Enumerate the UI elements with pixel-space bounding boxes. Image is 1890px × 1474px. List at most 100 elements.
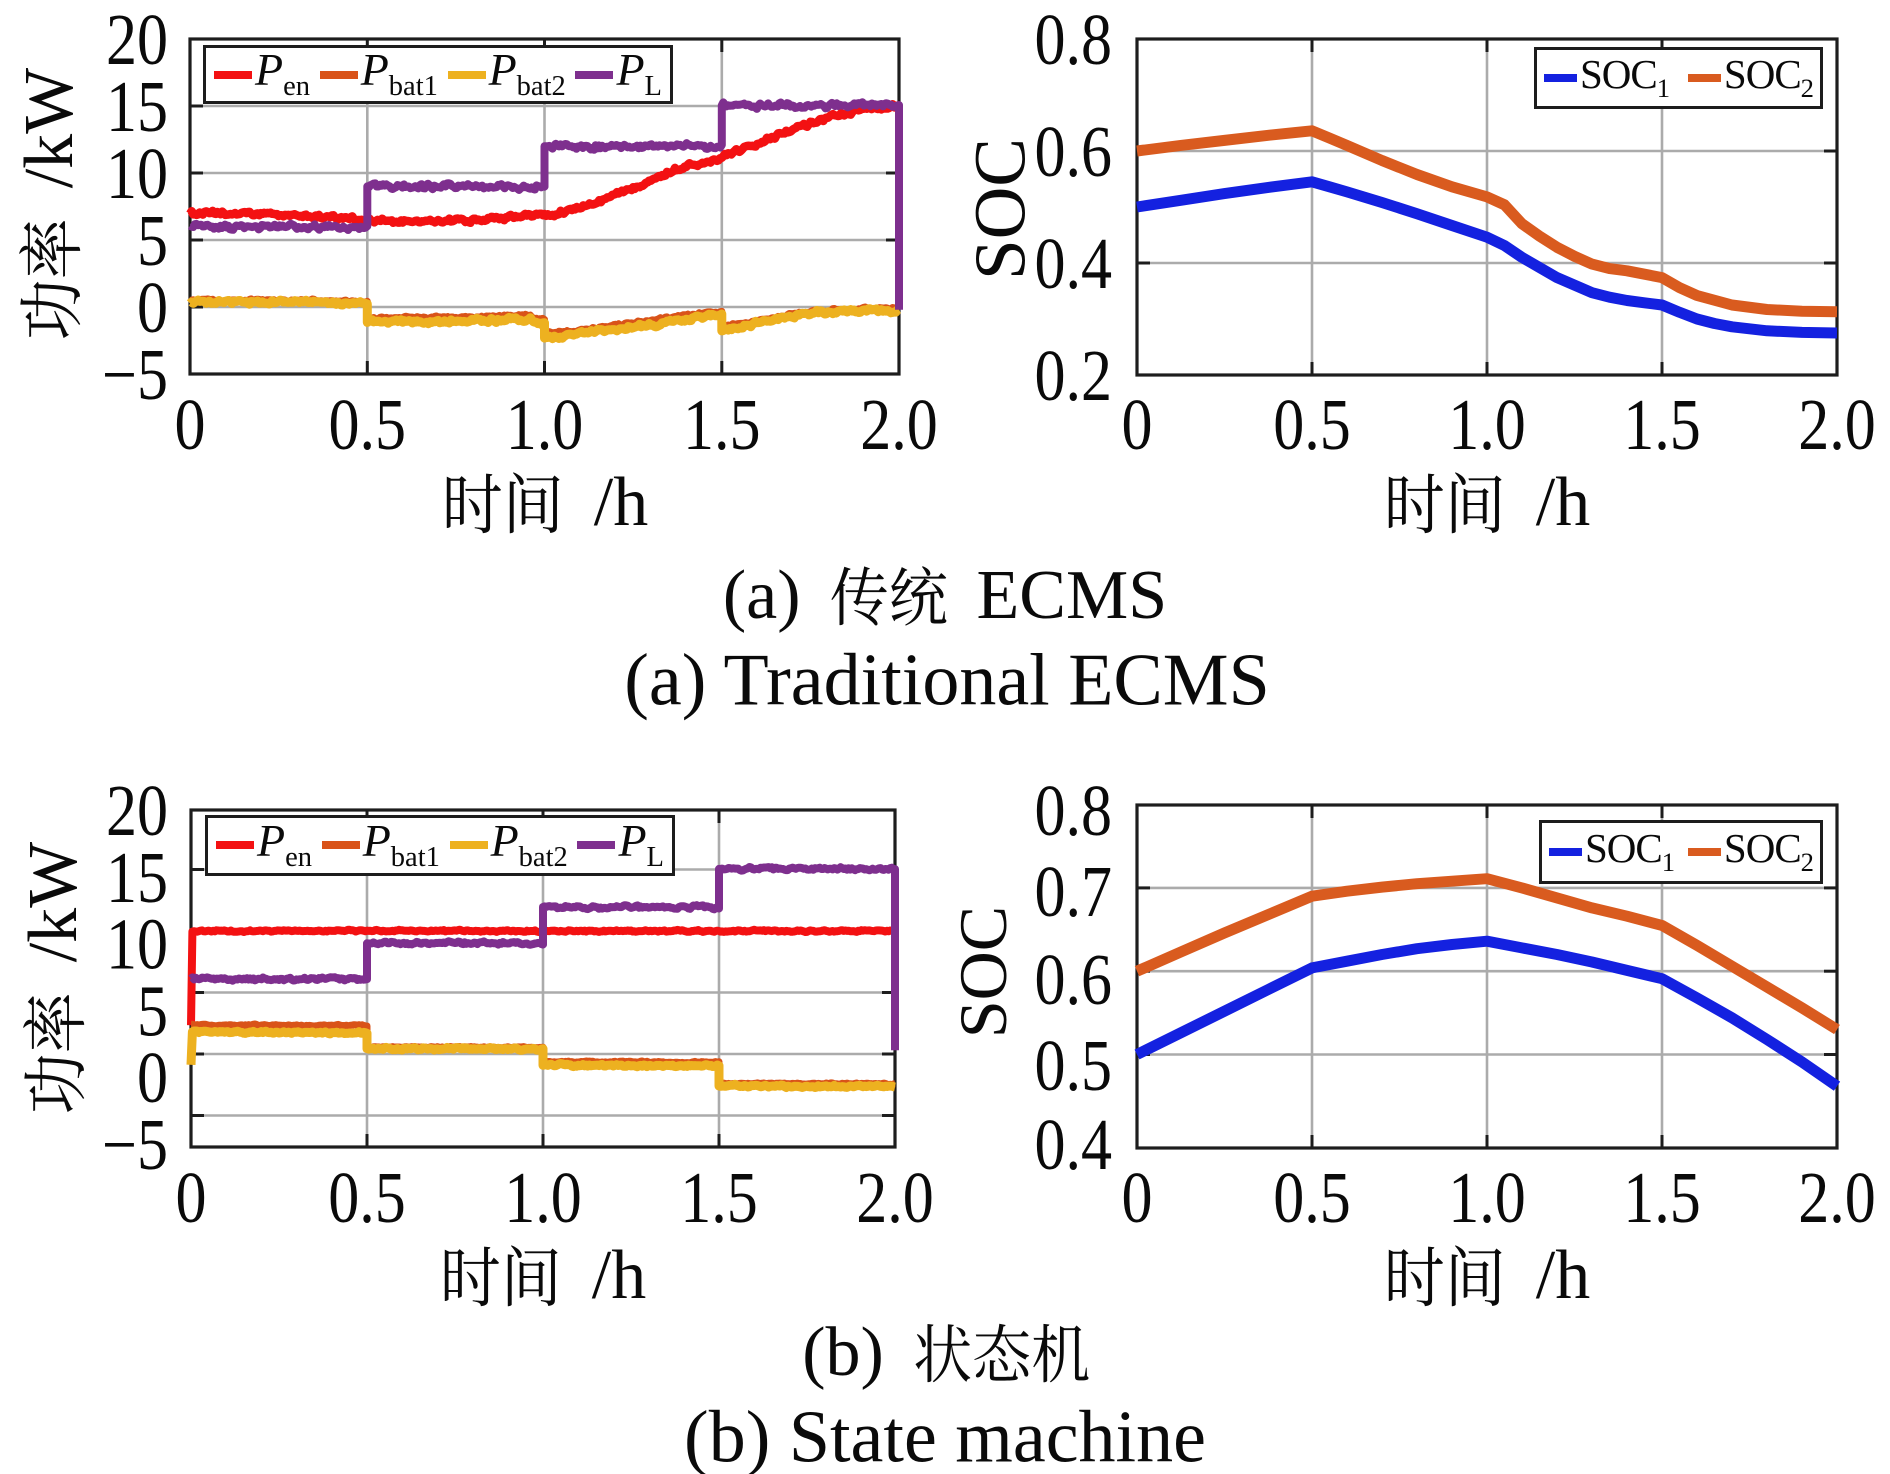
legend-item-P_bat1: Pbat1 — [321, 815, 440, 874]
cjk-glyph-率 — [19, 220, 81, 277]
cjk-glyph-状 — [915, 1324, 970, 1383]
xtick-label-0: 0 — [1121, 1157, 1152, 1238]
series-P_bat2 — [186, 1026, 898, 1092]
legend-label-SOC_1: SOC1 — [1580, 51, 1670, 104]
xtick-label-0.5: 0.5 — [1273, 384, 1351, 465]
legend-swatch-SOC_2 — [1687, 74, 1721, 82]
cjk-glyph-机 — [1032, 1323, 1089, 1383]
ytick-label-5: 5 — [137, 971, 168, 1052]
ytick-label-0: 0 — [137, 1038, 168, 1119]
ytick-label-0: 0 — [137, 267, 168, 348]
caption-b-english: (b) State machine — [684, 1396, 1206, 1474]
caption-a-chinese: (a) ECMS — [722, 557, 1168, 634]
ytick-label-10: 10 — [106, 133, 168, 214]
legend-swatch-P_en — [214, 70, 252, 79]
legend-item-SOC_1: SOC1 — [1544, 51, 1670, 104]
cjk-glyph-间 — [1451, 1245, 1502, 1307]
legend-item-P_bat2: Pbat2 — [449, 815, 568, 874]
chart-soc-traditional-ecms: 0 0.5 1.0 1.5 2.0 0.8 0.6 0.4 0.2 — [1034, 0, 1875, 465]
legend-item-SOC_2: SOC2 — [1687, 825, 1814, 878]
xtick-label-0: 0 — [174, 384, 205, 465]
legend-item-SOC_1: SOC1 — [1549, 825, 1675, 878]
legend-label-SOC_2: SOC2 — [1723, 825, 1814, 878]
xtick-label-0: 0 — [175, 1157, 206, 1238]
cjk-glyph-统 — [890, 566, 947, 626]
series-SOC_2 — [1136, 125, 1838, 318]
xlabel-power-state-machine: /h — [440, 1241, 646, 1311]
cjk-glyph-时 — [1388, 1246, 1444, 1307]
legend-item-P_en: Pen — [216, 818, 312, 873]
ylabel-soc-state-machine: SOC — [945, 905, 1021, 1039]
legend-swatch-P_bat2 — [449, 841, 488, 850]
legend-swatch-P_en — [216, 841, 254, 850]
legend-item-P_L: PL — [577, 818, 664, 873]
xtick-label-1.5: 1.5 — [1623, 1157, 1701, 1238]
cjk-glyph-态 — [973, 1323, 1029, 1381]
ytick-label-5: 5 — [137, 200, 168, 281]
ytick-label-15: 15 — [106, 66, 168, 147]
ytick-label-0.4: 0.4 — [1034, 1104, 1112, 1185]
ytick-label-0.6: 0.6 — [1034, 939, 1112, 1020]
caption-b-chinese: (b) — [802, 1318, 1090, 1388]
xtick-label-0.5: 0.5 — [329, 384, 407, 465]
series-P_L — [187, 98, 903, 310]
legend-soc-state-machine: SOC1 SOC2 — [1539, 820, 1823, 884]
xlabel-soc-state-machine: /h — [1384, 1241, 1590, 1311]
ytick-label-0.2: 0.2 — [1034, 335, 1112, 416]
legend-label-P_bat1: Pbat1 — [362, 815, 440, 874]
ytick-label-20: 20 — [106, 0, 168, 80]
legend-swatch-P_bat1 — [319, 70, 358, 79]
xtick-label-2.0: 2.0 — [1798, 1157, 1876, 1238]
cjk-glyph-时 — [1388, 473, 1444, 534]
legend-swatch-SOC_1 — [1544, 74, 1577, 82]
legend-item-SOC_2: SOC2 — [1687, 51, 1814, 104]
ylabel-power-state-machine: /kW — [15, 842, 92, 1115]
caption-a-english: (a) Traditional ECMS — [624, 639, 1270, 722]
legend-label-P_L: PL — [616, 44, 662, 103]
ytick-label-0.4: 0.4 — [1034, 223, 1112, 304]
xtick-label-0.5: 0.5 — [328, 1157, 406, 1238]
cjk-glyph-时 — [444, 1246, 500, 1307]
legend-item-P_en: Pen — [214, 47, 310, 102]
legend-label-P_bat2: Pbat2 — [488, 44, 566, 103]
series-SOC_2 — [1134, 873, 1840, 1035]
cjk-glyph-率 — [23, 994, 85, 1051]
cjk-glyph-间 — [1451, 472, 1502, 534]
ylabel-soc-traditional-ecms: SOC — [959, 137, 1041, 281]
cjk-glyph-传 — [831, 566, 887, 626]
ytick-label-−5: −5 — [102, 334, 168, 415]
legend-label-SOC_1: SOC1 — [1585, 825, 1675, 878]
legend-label-P_en: Pen — [255, 44, 311, 103]
xtick-label-1.0: 1.0 — [1448, 1157, 1526, 1238]
legend-swatch-P_bat1 — [321, 841, 360, 850]
cjk-glyph-功 — [20, 281, 81, 339]
legend-label-P_en: Pen — [257, 815, 313, 874]
legend-swatch-P_L — [577, 841, 616, 850]
xtick-label-1.0: 1.0 — [506, 384, 584, 465]
xtick-label-1.5: 1.5 — [680, 1157, 758, 1238]
legend-item-P_L: PL — [575, 47, 662, 102]
cjk-glyph-间 — [507, 1245, 558, 1307]
legend-label-P_L: PL — [618, 815, 664, 874]
xtick-label-2.0: 2.0 — [856, 1157, 934, 1238]
ytick-label-0.6: 0.6 — [1034, 111, 1112, 192]
ytick-label-−5: −5 — [102, 1104, 168, 1185]
legend-swatch-P_L — [575, 70, 614, 79]
legend-label-SOC_2: SOC2 — [1723, 51, 1814, 104]
legend-swatch-SOC_2 — [1687, 848, 1721, 856]
ylabel-power-traditional-ecms: /kW — [11, 68, 88, 341]
cjk-glyph-功 — [24, 1055, 85, 1113]
xtick-label-1.5: 1.5 — [1623, 384, 1701, 465]
legend-soc-traditional-ecms: SOC1 SOC2 — [1534, 47, 1823, 109]
series-P_bat2 — [186, 295, 902, 344]
xtick-label-0: 0 — [1121, 384, 1152, 465]
series-SOC_1 — [1134, 935, 1841, 1091]
xtick-label-1.5: 1.5 — [683, 384, 761, 465]
legend-label-P_bat2: Pbat2 — [490, 815, 568, 874]
cjk-glyph-间 — [509, 472, 560, 534]
ytick-label-10: 10 — [106, 904, 168, 985]
xlabel-soc-traditional-ecms: /h — [1384, 468, 1590, 538]
